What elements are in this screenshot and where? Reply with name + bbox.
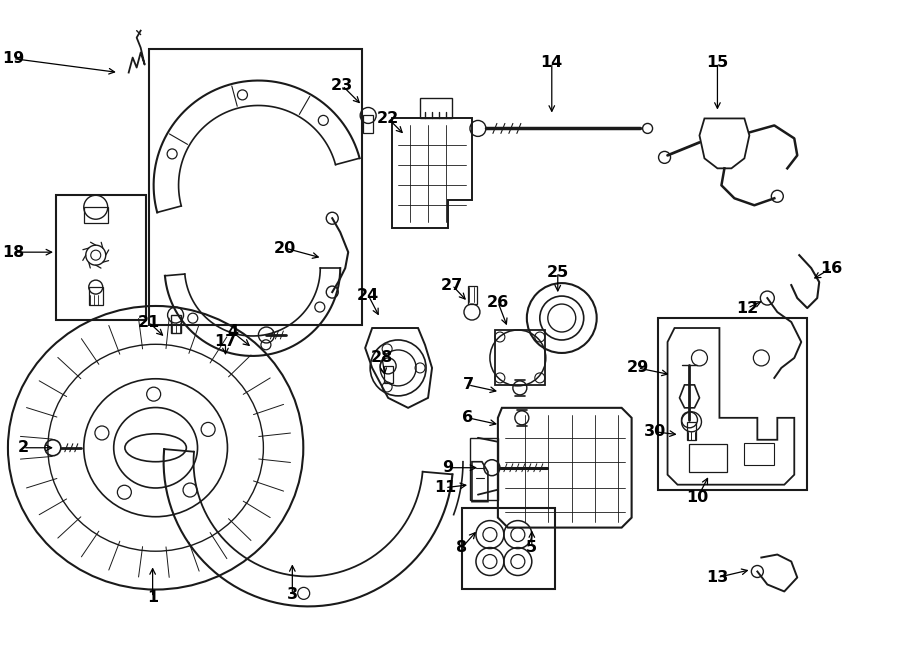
Text: 19: 19 <box>2 51 24 66</box>
Text: 24: 24 <box>357 287 379 303</box>
Text: 21: 21 <box>138 314 160 330</box>
Bar <box>420 99 452 118</box>
Text: 2: 2 <box>17 440 29 455</box>
Bar <box>89 287 103 305</box>
Text: 22: 22 <box>377 111 400 126</box>
Text: 6: 6 <box>463 410 473 425</box>
Bar <box>364 115 374 134</box>
Bar <box>470 438 498 500</box>
Text: 8: 8 <box>456 540 467 555</box>
Bar <box>56 195 146 320</box>
Text: 29: 29 <box>626 360 649 375</box>
Text: 27: 27 <box>441 277 464 293</box>
Bar <box>658 318 807 490</box>
Text: 13: 13 <box>706 570 729 585</box>
Text: 28: 28 <box>371 350 393 365</box>
Bar <box>689 444 727 472</box>
Text: 11: 11 <box>434 480 456 495</box>
Text: 1: 1 <box>147 590 158 605</box>
Bar <box>468 286 477 304</box>
Text: 25: 25 <box>546 265 569 279</box>
Bar <box>84 207 108 223</box>
Text: 9: 9 <box>443 460 454 475</box>
Text: 16: 16 <box>820 261 842 275</box>
Text: 10: 10 <box>687 490 708 505</box>
Text: 26: 26 <box>487 295 509 310</box>
Text: 12: 12 <box>736 301 759 316</box>
Bar <box>744 443 774 465</box>
Text: 5: 5 <box>526 540 537 555</box>
Bar <box>148 48 362 325</box>
Text: 7: 7 <box>463 377 473 393</box>
Text: 3: 3 <box>287 587 298 602</box>
Text: 4: 4 <box>227 324 238 340</box>
Text: 20: 20 <box>274 241 296 256</box>
Text: 15: 15 <box>706 55 729 70</box>
Bar <box>384 366 393 383</box>
Bar <box>687 422 697 440</box>
Text: 18: 18 <box>2 245 24 260</box>
Text: 14: 14 <box>541 55 562 70</box>
Text: 30: 30 <box>644 424 666 440</box>
Bar <box>462 508 554 589</box>
Text: 17: 17 <box>214 334 237 350</box>
Bar <box>171 315 181 333</box>
Text: 23: 23 <box>331 78 354 93</box>
